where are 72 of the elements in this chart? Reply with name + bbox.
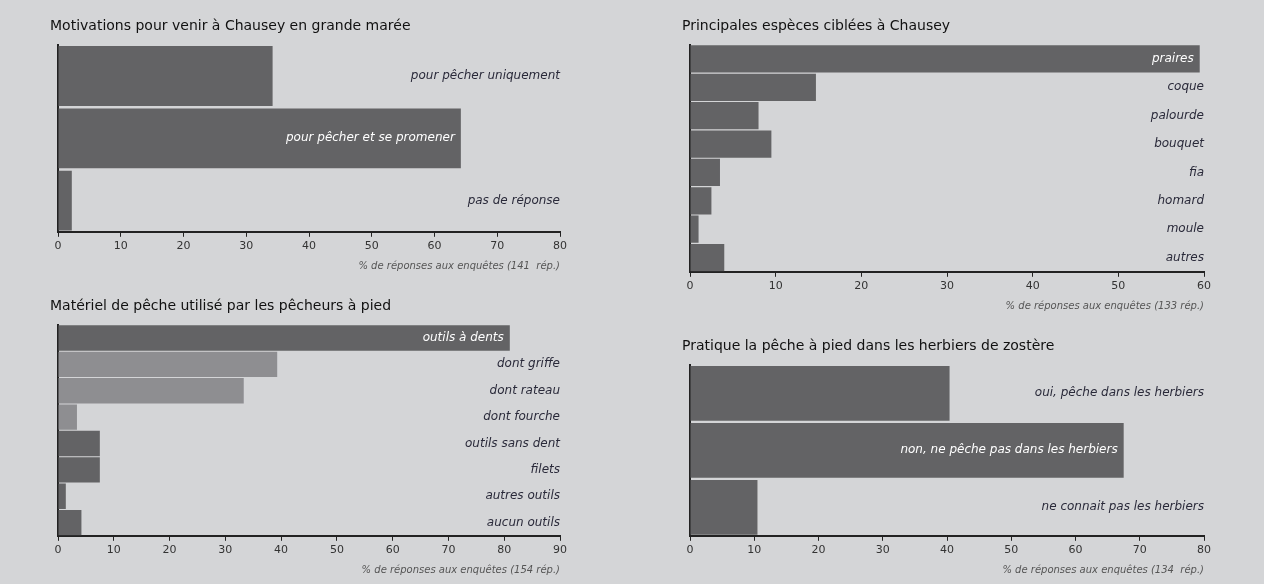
y-tick-label: autres outils [485, 488, 560, 503]
x-tick-label: 0 [54, 239, 62, 253]
x-tick-label: 30 [239, 239, 254, 253]
y-tick-label: outils sans dent [465, 435, 562, 450]
x-tick-label: 60 [1197, 279, 1211, 293]
x-tick-label: 90 [553, 543, 567, 557]
bar [690, 479, 758, 535]
y-tick-label: coque [1167, 79, 1204, 94]
x-tick-label: 60 [427, 239, 442, 253]
x-tick-label: 80 [497, 543, 512, 557]
bar [58, 108, 461, 169]
x-tick-label: 70 [1132, 543, 1147, 557]
chart-title: Pratique la pêche à pied dans les herbiers de zostère [682, 337, 1055, 354]
x-tick-label: 10 [747, 543, 762, 557]
chart-title: Principales espèces ciblées à Chausey [682, 17, 951, 34]
x-tick-label: 50 [1111, 279, 1126, 293]
x-tick-label: 10 [768, 279, 783, 293]
y-tick-label: aucun outils [486, 514, 560, 529]
chart-title: Matériel de pêche utilisé par les pêcheurs à pied [50, 297, 392, 314]
x-tick-label: 0 [686, 279, 694, 293]
y-tick-label: pour pêcher uniquement [409, 68, 562, 83]
chart-title: Motivations pour venir à Chausey en grande marée [50, 17, 411, 34]
x-tick-label: 30 [875, 543, 890, 557]
bar [690, 422, 1124, 478]
x-tick-label: 30 [218, 543, 233, 557]
y-tick-label: bouquet [1154, 136, 1206, 151]
y-tick-label: oui, pêche dans les herbiers [1034, 385, 1204, 400]
y-tick-label: palourde [1149, 107, 1204, 122]
bar [690, 365, 950, 421]
x-axis-title: % de réponses aux enquêtes (134 rép.) [1002, 563, 1204, 575]
bar [58, 325, 510, 351]
x-axis-title: % de réponses aux enquêtes (133 rép.) [1005, 299, 1204, 311]
x-tick-label: 10 [113, 239, 128, 253]
x-tick-label: 60 [385, 543, 400, 557]
x-tick-label: 40 [274, 543, 289, 557]
x-tick-label: 50 [364, 239, 379, 253]
x-axis-title: % de réponses aux enquêtes (141 rép.) [358, 259, 560, 271]
y-tick-label: dont fourche [483, 409, 560, 424]
y-tick-label: non, ne pêche pas dans les herbiers [900, 442, 1118, 457]
y-tick-label: pas de réponse [466, 192, 560, 207]
x-tick-label: 70 [441, 543, 456, 557]
bar [58, 170, 72, 231]
x-tick-label: 80 [1197, 543, 1211, 557]
y-tick-label: fia [1188, 164, 1204, 179]
y-tick-label: ne connait pas les herbiers [1041, 499, 1204, 514]
bar [58, 46, 273, 106]
y-tick-label: pour pêcher et se promener [284, 130, 456, 145]
y-tick-label: homard [1157, 192, 1205, 207]
y-tick-label: autres [1165, 249, 1204, 264]
x-tick-label: 20 [854, 279, 869, 293]
x-tick-label: 40 [302, 239, 316, 253]
y-tick-label: dont rateau [489, 382, 561, 397]
x-axis-title: % de réponses aux enquêtes (154 rép.) [361, 563, 560, 575]
x-tick-label: 20 [811, 543, 826, 557]
x-tick-label: 0 [54, 543, 62, 557]
x-tick-label: 20 [176, 239, 191, 253]
x-tick-label: 30 [940, 279, 954, 293]
x-tick-label: 50 [1004, 543, 1019, 557]
y-tick-label: outils à dents [422, 330, 504, 345]
y-tick-label: moule [1166, 221, 1204, 236]
x-tick-label: 70 [490, 239, 505, 253]
y-tick-label: filets [530, 461, 560, 476]
x-tick-label: 0 [686, 543, 694, 557]
x-tick-label: 10 [106, 543, 121, 557]
x-tick-label: 60 [1068, 543, 1083, 557]
y-tick-label: praires [1150, 51, 1194, 66]
x-tick-label: 40 [1025, 279, 1040, 293]
y-tick-label: dont griffe [496, 356, 560, 371]
x-tick-label: 80 [553, 239, 567, 253]
x-tick-label: 50 [329, 543, 344, 557]
x-tick-label: 40 [940, 543, 954, 557]
x-tick-label: 20 [162, 543, 177, 557]
